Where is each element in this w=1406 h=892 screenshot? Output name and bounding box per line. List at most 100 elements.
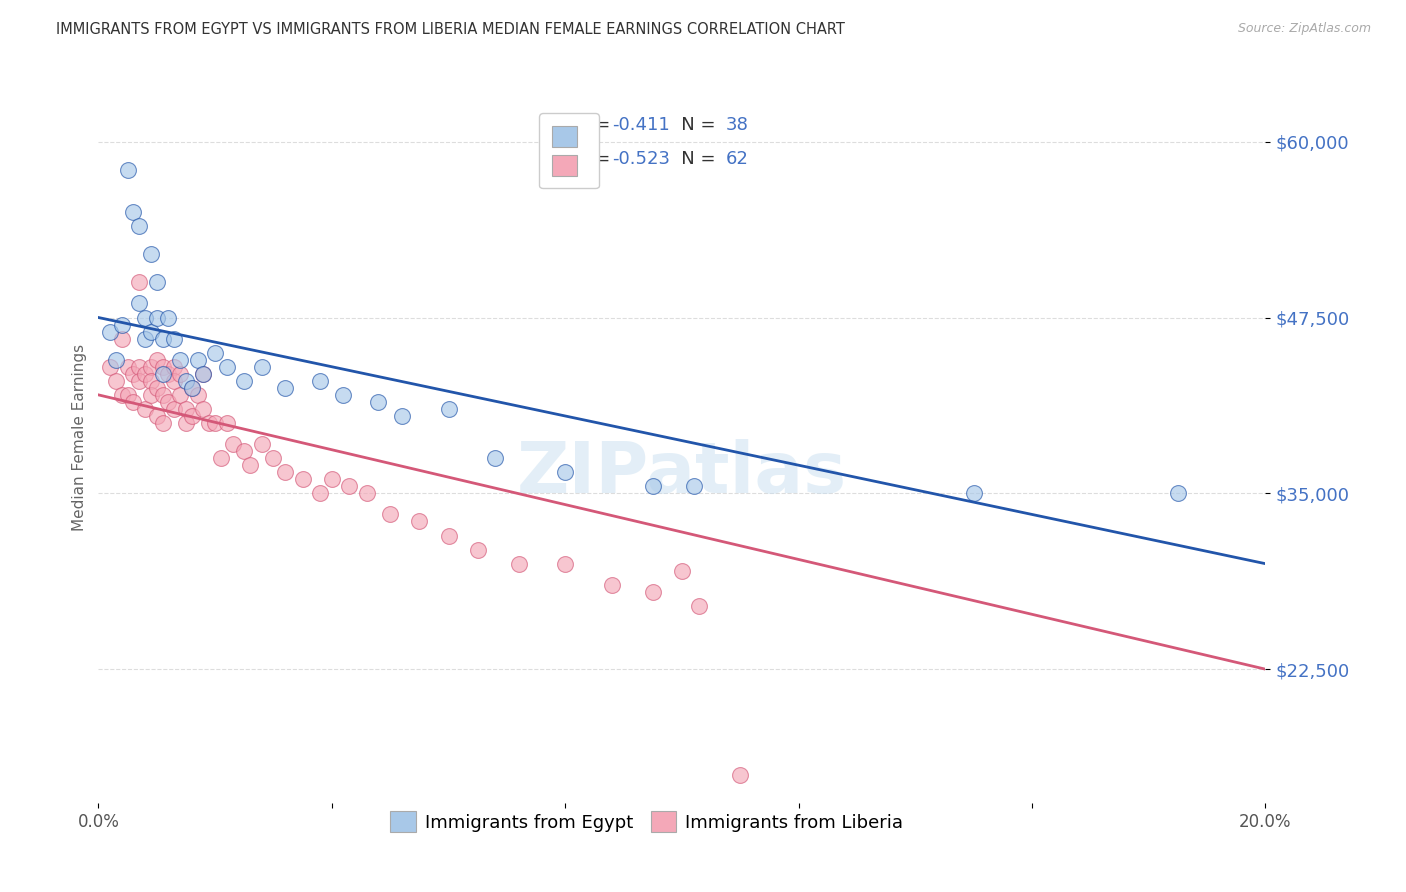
Point xyxy=(688,599,710,613)
Point xyxy=(169,352,191,367)
Point xyxy=(152,416,174,430)
Point xyxy=(174,374,197,388)
Legend: Immigrants from Egypt, Immigrants from Liberia: Immigrants from Egypt, Immigrants from L… xyxy=(381,803,912,841)
Point xyxy=(641,584,664,599)
Point xyxy=(233,444,256,458)
Point xyxy=(204,345,226,359)
Point xyxy=(180,381,202,395)
Point xyxy=(682,479,704,493)
Point xyxy=(239,458,262,473)
Point xyxy=(221,437,243,451)
Text: Source: ZipAtlas.com: Source: ZipAtlas.com xyxy=(1237,22,1371,36)
Point xyxy=(671,564,693,578)
Point xyxy=(262,451,284,466)
Point xyxy=(128,276,150,290)
Point xyxy=(98,359,121,374)
Point xyxy=(157,395,180,409)
Point xyxy=(157,367,180,381)
Point xyxy=(117,388,139,402)
Point xyxy=(198,416,221,430)
Point xyxy=(163,359,186,374)
Point xyxy=(309,374,332,388)
Point xyxy=(122,395,145,409)
Point xyxy=(122,205,145,219)
Point xyxy=(128,296,150,310)
Point xyxy=(215,359,238,374)
Point xyxy=(250,359,273,374)
Point xyxy=(128,219,150,233)
Text: 62: 62 xyxy=(725,150,748,168)
Point xyxy=(146,276,169,290)
Point xyxy=(128,359,150,374)
Point xyxy=(98,325,121,339)
Point xyxy=(641,479,664,493)
Point xyxy=(169,367,191,381)
Point xyxy=(209,451,232,466)
Text: IMMIGRANTS FROM EGYPT VS IMMIGRANTS FROM LIBERIA MEDIAN FEMALE EARNINGS CORRELAT: IMMIGRANTS FROM EGYPT VS IMMIGRANTS FROM… xyxy=(56,22,845,37)
Point xyxy=(962,486,984,500)
Point xyxy=(437,401,460,416)
Point xyxy=(163,374,186,388)
Point xyxy=(163,332,186,346)
Point xyxy=(139,374,162,388)
Point xyxy=(152,367,174,381)
Point xyxy=(146,352,169,367)
Point xyxy=(554,557,576,571)
Point xyxy=(117,162,139,177)
Point xyxy=(139,359,162,374)
Point xyxy=(484,451,506,466)
Point xyxy=(152,332,174,346)
Point xyxy=(467,542,489,557)
Point xyxy=(139,325,162,339)
Point xyxy=(146,409,169,423)
Point xyxy=(391,409,413,423)
Text: R =: R = xyxy=(576,116,616,134)
Point xyxy=(380,508,402,522)
Point xyxy=(174,401,197,416)
Point xyxy=(332,388,354,402)
Point xyxy=(134,401,156,416)
Point xyxy=(193,367,215,381)
Text: 38: 38 xyxy=(725,116,748,134)
Point xyxy=(111,318,134,332)
Point xyxy=(337,479,360,493)
Point xyxy=(174,416,197,430)
Point xyxy=(180,409,202,423)
Point xyxy=(321,472,343,486)
Point xyxy=(291,472,314,486)
Point xyxy=(111,388,134,402)
Point xyxy=(193,401,215,416)
Text: -0.411: -0.411 xyxy=(612,116,669,134)
Point xyxy=(152,359,174,374)
Point xyxy=(437,528,460,542)
Point xyxy=(367,395,389,409)
Point xyxy=(104,374,127,388)
Point xyxy=(139,247,162,261)
Point xyxy=(408,515,430,529)
Point xyxy=(134,332,156,346)
Point xyxy=(193,367,215,381)
Point xyxy=(187,352,209,367)
Point xyxy=(146,310,169,325)
Point xyxy=(139,388,162,402)
Point xyxy=(134,367,156,381)
Point xyxy=(157,310,180,325)
Point xyxy=(508,557,530,571)
Point xyxy=(274,465,297,479)
Point xyxy=(128,374,150,388)
Point xyxy=(233,374,256,388)
Point xyxy=(309,486,332,500)
Point xyxy=(204,416,226,430)
Point xyxy=(122,367,145,381)
Point xyxy=(1167,486,1189,500)
Point xyxy=(152,388,174,402)
Text: R =: R = xyxy=(576,150,616,168)
Point xyxy=(187,388,209,402)
Point xyxy=(117,359,139,374)
Y-axis label: Median Female Earnings: Median Female Earnings xyxy=(72,343,87,531)
Text: N =: N = xyxy=(665,150,721,168)
Point xyxy=(111,332,134,346)
Point xyxy=(274,381,297,395)
Point xyxy=(169,388,191,402)
Point xyxy=(600,578,623,592)
